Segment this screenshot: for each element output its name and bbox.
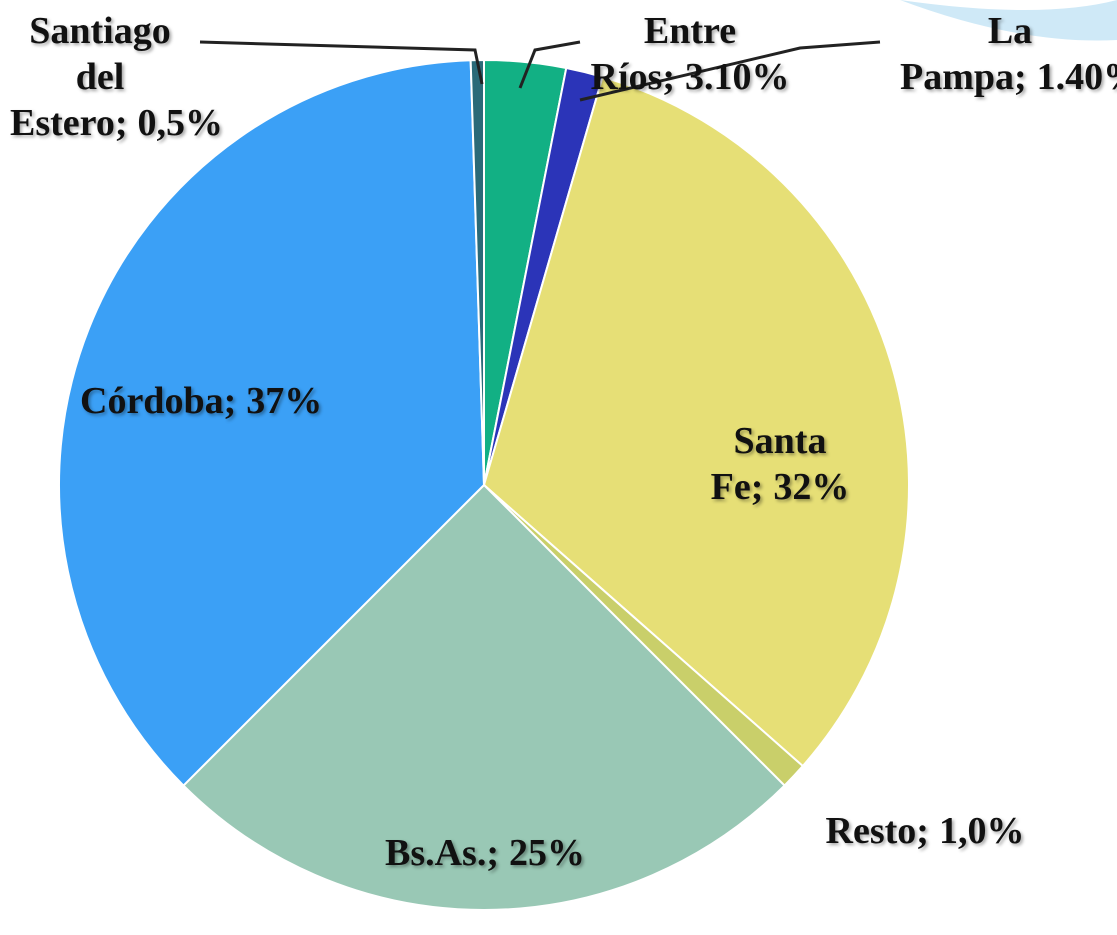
leader-line: [518, 40, 581, 89]
label-name: Santa Fe: [710, 420, 827, 508]
label-sep: ;: [114, 102, 128, 144]
label-sep: ;: [1014, 56, 1027, 98]
label-val: 0,5%: [137, 102, 224, 144]
data-label: Bs.As.; 25%: [275, 830, 695, 876]
pie: [58, 58, 910, 911]
label-val: 1.40%: [1036, 56, 1117, 98]
pie-slice: [58, 59, 486, 787]
pie-slice: [182, 483, 786, 911]
label-val: 25%: [509, 832, 586, 874]
label-name: Bs.As.: [384, 832, 487, 874]
label-name: Santiago del Estero: [10, 10, 171, 144]
label-sep: ;: [916, 810, 929, 852]
label-sep: ;: [750, 466, 764, 508]
label-name: La Pampa: [900, 10, 1033, 98]
label-name: Resto: [825, 810, 917, 852]
label-sep: ;: [223, 380, 237, 422]
data-label: Santiago del Estero; 0,5%: [10, 8, 223, 146]
label-name: Entre Ríos: [590, 10, 737, 98]
label-val: 32%: [773, 466, 850, 508]
decor-swoosh: [900, 0, 1117, 41]
label-val: 1,0%: [938, 810, 1025, 852]
label-val: 3.10%: [684, 56, 790, 98]
data-label: Córdoba; 37%: [80, 378, 322, 424]
label-sep: ;: [662, 56, 675, 98]
label-name: Córdoba: [80, 380, 224, 422]
leader-line: [579, 40, 881, 102]
data-label: Resto; 1,0%: [765, 808, 1085, 854]
leader-line: [199, 40, 484, 85]
data-label: Entre Ríos; 3.10%: [565, 8, 815, 100]
label-val: 37%: [246, 380, 323, 422]
label-sep: ;: [486, 832, 500, 874]
data-label: La Pampa;1.40%: [900, 8, 1117, 100]
data-label: Santa Fe; 32%: [670, 418, 890, 510]
pie-slice: [482, 75, 910, 768]
